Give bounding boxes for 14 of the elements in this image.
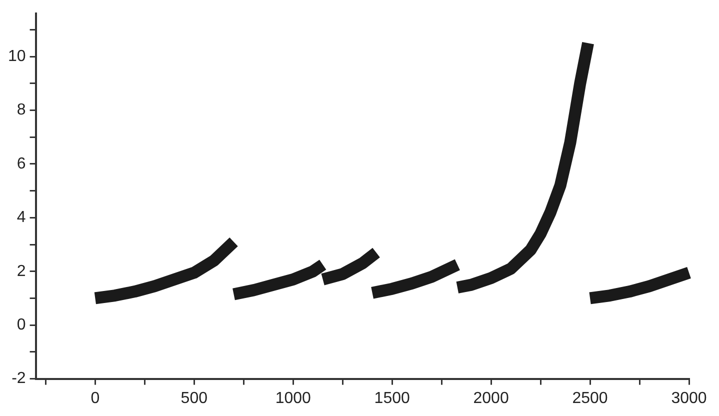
- y-tick-label: 0: [16, 316, 26, 334]
- x-tick-label: 1500: [374, 390, 410, 407]
- x-tick-label: 2000: [473, 390, 509, 407]
- y-tick-label: 10: [8, 48, 26, 65]
- y-tick-label: 2: [16, 262, 26, 280]
- x-tick-label: 2500: [572, 390, 608, 407]
- x-tick-label: 1000: [275, 390, 312, 407]
- y-tick-label: -2: [12, 370, 26, 388]
- x-tick-label: 3000: [671, 390, 707, 407]
- y-tick-label: 4: [16, 209, 26, 226]
- x-tick-label: 0: [90, 390, 100, 407]
- y-tick-label: 6: [16, 155, 26, 172]
- x-tick-label: 500: [180, 390, 208, 407]
- y-tick-label: 8: [16, 102, 26, 119]
